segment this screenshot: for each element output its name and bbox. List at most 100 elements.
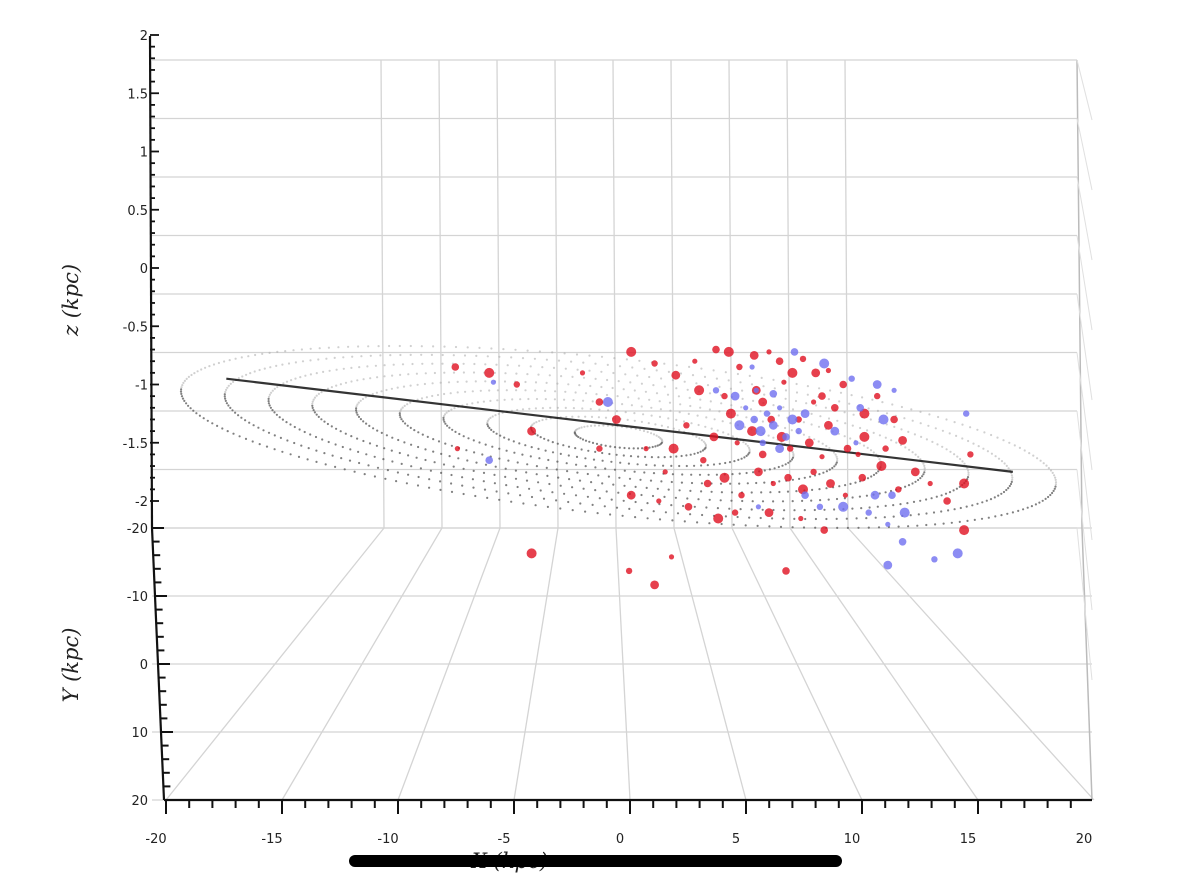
disk-dot [835, 455, 838, 458]
disk-dot [409, 426, 412, 429]
disk-dot [557, 476, 560, 479]
disk-dot [429, 469, 432, 472]
disk-dot [221, 427, 224, 430]
disk-dot [763, 469, 766, 472]
disk-dot [663, 495, 666, 498]
disk-dot [237, 377, 240, 380]
disk-dot [729, 387, 733, 390]
red-point [656, 498, 662, 504]
disk-dot [589, 384, 592, 388]
disk-dot [631, 366, 634, 369]
disk-dot [704, 443, 708, 446]
disk-dot [819, 415, 822, 418]
disk-dot [458, 432, 461, 436]
disk-dot [759, 516, 762, 520]
disk-dot [472, 439, 475, 442]
disk-dot [904, 485, 907, 488]
disk-dot [689, 489, 692, 492]
disk-dot [817, 425, 821, 428]
disk-dot [815, 404, 818, 407]
disk-dot [827, 417, 831, 420]
disk-dot [808, 435, 811, 439]
disk-dot [1051, 491, 1054, 495]
disk-dot [899, 503, 902, 506]
disk-dot [1049, 493, 1052, 497]
disk-dot [806, 393, 809, 396]
disk-dot [865, 494, 869, 497]
disk-dot [739, 381, 742, 384]
disk-dot [451, 428, 454, 431]
disk-dot [911, 482, 914, 485]
disk-dot [700, 367, 703, 370]
disk-dot [867, 407, 870, 410]
disk-dot [746, 444, 749, 447]
disk-dot [240, 356, 243, 359]
disk-dot [515, 389, 518, 392]
disk-dot [584, 439, 588, 442]
home-indicator[interactable] [349, 855, 842, 867]
disk-dot [315, 394, 318, 397]
disk-dot [432, 450, 435, 453]
disk-dot [651, 494, 655, 498]
disk-dot [849, 437, 852, 440]
disk-dot [452, 354, 455, 357]
disk-dot [869, 449, 873, 452]
disk-dot [693, 452, 696, 455]
disk-dot [615, 410, 619, 413]
disk-dot [431, 394, 434, 398]
disk-dot [481, 453, 484, 456]
disk-dot [598, 408, 601, 411]
disk-dot [363, 473, 366, 476]
blue-point [753, 387, 759, 393]
disk-dot [421, 433, 424, 436]
disk-dot [228, 359, 231, 362]
disk-dot [967, 439, 970, 443]
red-point [787, 445, 794, 452]
disk-dot [482, 471, 486, 474]
disk-dot [472, 371, 476, 374]
red-point [738, 492, 745, 499]
disk-dot [467, 437, 470, 440]
red-point [910, 467, 920, 477]
disk-dot [180, 392, 183, 395]
disk-dot [667, 417, 670, 420]
disk-dot [945, 448, 948, 451]
disk-dot [511, 398, 514, 401]
disk-dot [407, 373, 410, 376]
disk-dot [973, 518, 976, 522]
disk-dot [257, 426, 260, 429]
blue-point [782, 433, 790, 441]
disk-dot [261, 352, 264, 355]
disk-dot [910, 408, 913, 411]
disk-dot [652, 472, 656, 475]
disk-dot [956, 455, 959, 458]
disk-dot [928, 413, 931, 416]
disk-dot [789, 460, 792, 463]
disk-dot [730, 499, 733, 502]
red-point [625, 567, 633, 575]
disk-dot [908, 448, 911, 451]
disk-dot [227, 384, 230, 387]
disk-dot [835, 517, 838, 521]
blue-point [490, 379, 496, 385]
disk-dot [606, 378, 609, 382]
disk-dot [671, 473, 675, 476]
disk-dot [1008, 484, 1011, 488]
red-point [842, 492, 849, 498]
red-point [798, 515, 804, 522]
disk-dot [204, 366, 207, 369]
disk-dot [803, 476, 806, 479]
disk-dot [718, 410, 721, 413]
disk-dot [580, 448, 583, 451]
red-point [959, 478, 970, 489]
disk-dot [576, 471, 579, 474]
disk-dot [584, 465, 587, 468]
disk-dot [423, 382, 426, 386]
disk-dot [633, 389, 636, 392]
disk-dot [907, 430, 910, 433]
disk-dot [487, 418, 490, 421]
disk-dot [944, 492, 948, 495]
disk-dot [777, 414, 780, 417]
disk-dot [1038, 501, 1041, 504]
disk-dot [722, 431, 725, 434]
